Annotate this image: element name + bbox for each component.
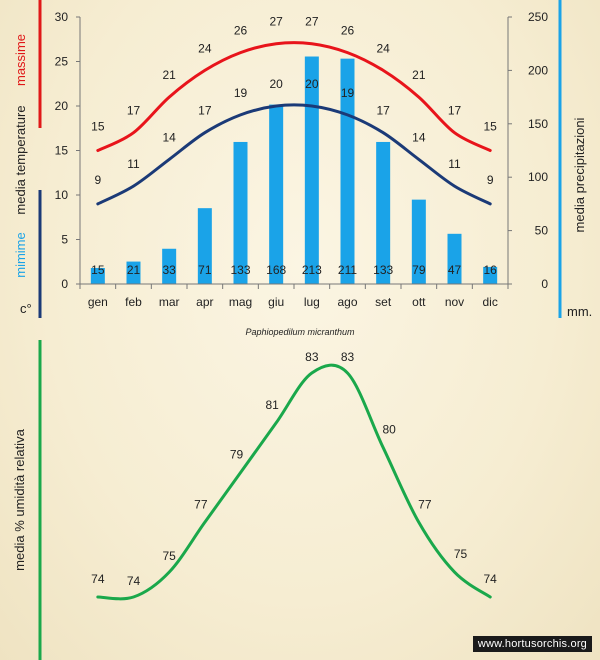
precipitation-bar xyxy=(90,267,105,284)
max-temperature-label: 27 xyxy=(305,15,319,29)
max-temperature-label: 26 xyxy=(341,24,355,38)
max-temperature-label: 17 xyxy=(127,104,141,118)
precipitation-axis-label: media precipitazioni xyxy=(572,117,587,232)
x-tick-label: ago xyxy=(337,295,357,309)
humidity-line xyxy=(96,363,492,601)
max-temperature-label: 24 xyxy=(198,41,212,55)
x-tick-label: set xyxy=(375,295,392,309)
precipitation-value-label: 79 xyxy=(412,263,426,277)
right-tick-label: 200 xyxy=(528,63,548,77)
precipitation-bar xyxy=(162,248,177,284)
min-temperature-line xyxy=(96,103,492,206)
min-temperature-label: 20 xyxy=(269,77,283,91)
temperature-unit-label: c° xyxy=(20,301,32,316)
right-tick-label: 0 xyxy=(541,277,548,291)
left-tick-label: 25 xyxy=(55,55,69,69)
left-tick-label: 20 xyxy=(55,99,69,113)
precipitation-bar xyxy=(376,141,391,284)
max-temperature-label: 21 xyxy=(412,68,426,82)
humidity-axis-label: media % umidità relativa xyxy=(12,428,27,570)
precipitation-bar xyxy=(233,141,248,284)
max-temperature-label: 24 xyxy=(376,41,390,55)
x-tick-label: nov xyxy=(445,295,464,309)
temperature-precipitation-chart: 15 21 33 71 133 168 213 211 133 79 47 16 15 17 21 24 26 2… xyxy=(13,0,592,337)
watermark: www.hortusorchis.org xyxy=(472,636,592,652)
humidity-value-label: 75 xyxy=(454,547,468,561)
precipitation-bar xyxy=(447,233,462,284)
precipitation-bar xyxy=(304,56,319,285)
humidity-value-label: 83 xyxy=(341,350,355,364)
x-tick-label: giu xyxy=(268,295,284,309)
min-temperature-label: 17 xyxy=(376,104,390,118)
precipitation-value-label: 168 xyxy=(266,263,286,277)
humidity-value-label: 83 xyxy=(305,350,319,364)
precipitation-value-label: 33 xyxy=(162,263,176,277)
precipitation-bar xyxy=(269,104,284,285)
max-temperature-line xyxy=(96,41,492,152)
species-subtitle: Paphiopedilum micranthum xyxy=(245,327,355,337)
min-temperature-label: 19 xyxy=(234,86,248,100)
x-tick-label: mar xyxy=(159,295,180,309)
right-tick-label: 50 xyxy=(535,224,549,238)
left-tick-label: 30 xyxy=(55,10,69,24)
precipitation-bar xyxy=(126,261,141,284)
left-tick-label: 5 xyxy=(61,233,68,247)
x-tick-label: ott xyxy=(412,295,426,309)
humidity-value-label: 79 xyxy=(230,448,244,462)
precipitation-bar xyxy=(483,266,498,284)
humidity-value-label: 80 xyxy=(382,423,396,437)
min-temperature-label: 11 xyxy=(127,157,140,171)
temperature-axis-label: media temperature xyxy=(13,105,28,214)
precipitation-bar xyxy=(197,208,212,284)
x-tick-label: mag xyxy=(229,295,252,309)
left-tick-label: 0 xyxy=(61,277,68,291)
min-temperature-label: 11 xyxy=(448,157,461,171)
x-tick-label: lug xyxy=(304,295,320,309)
min-temperature-label: 9 xyxy=(487,173,494,187)
max-temperature-label: 15 xyxy=(91,120,105,134)
max-temperature-label: 21 xyxy=(162,68,176,82)
max-temperature-label: 27 xyxy=(269,15,283,29)
min-temperature-label: 14 xyxy=(162,130,176,144)
precipitation-value-label: 21 xyxy=(127,263,141,277)
precipitation-unit-label: mm. xyxy=(567,304,592,319)
humidity-value-label: 77 xyxy=(418,497,432,511)
min-temp-label: mimime xyxy=(13,232,28,278)
min-temperature-label: 14 xyxy=(412,130,426,144)
max-temperature-label: 26 xyxy=(234,24,248,38)
max-temperature-label: 17 xyxy=(448,104,462,118)
precipitation-value-label: 15 xyxy=(91,263,105,277)
precipitation-value-label: 213 xyxy=(302,263,322,277)
humidity-value-label: 81 xyxy=(265,398,279,412)
min-temperature-label: 17 xyxy=(198,104,212,118)
left-tick-label: 15 xyxy=(55,144,69,158)
humidity-value-label: 74 xyxy=(91,572,105,586)
right-tick-label: 250 xyxy=(528,10,548,24)
x-tick-label: apr xyxy=(196,295,213,309)
max-temp-label: massime xyxy=(13,34,28,86)
precipitation-bar xyxy=(411,199,426,284)
precipitation-value-label: 71 xyxy=(198,263,212,277)
precipitation-value-label: 133 xyxy=(230,263,250,277)
right-tick-label: 100 xyxy=(528,170,548,184)
max-temperature-label: 15 xyxy=(483,120,497,134)
humidity-value-label: 74 xyxy=(483,572,497,586)
humidity-value-label: 74 xyxy=(127,574,141,588)
precipitation-value-label: 47 xyxy=(448,263,462,277)
humidity-value-label: 75 xyxy=(162,549,176,563)
precipitation-value-label: 211 xyxy=(338,263,357,277)
left-tick-label: 10 xyxy=(55,188,69,202)
x-tick-label: dic xyxy=(482,295,497,309)
min-temperature-label: 19 xyxy=(341,86,355,100)
x-tick-label: feb xyxy=(125,295,142,309)
right-tick-label: 150 xyxy=(528,117,548,131)
x-tick-label: gen xyxy=(88,295,108,309)
precipitation-value-label: 16 xyxy=(483,263,497,277)
min-temperature-label: 20 xyxy=(305,77,319,91)
precipitation-value-label: 133 xyxy=(373,263,393,277)
min-temperature-label: 9 xyxy=(94,173,101,187)
humidity-value-label: 77 xyxy=(194,497,208,511)
